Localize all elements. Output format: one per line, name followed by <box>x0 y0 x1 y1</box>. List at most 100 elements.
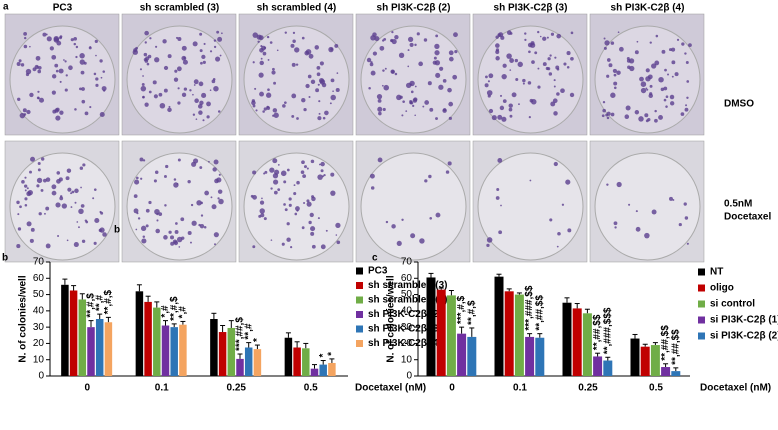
legend-swatch <box>356 311 363 318</box>
colony <box>135 176 139 180</box>
colony <box>78 226 80 229</box>
colony <box>257 40 260 43</box>
colony <box>187 179 191 184</box>
colony <box>644 113 649 118</box>
colony <box>635 226 641 232</box>
bar <box>244 347 253 376</box>
colony <box>610 41 615 45</box>
column-label: sh PI3K-C2β (2) <box>377 3 451 14</box>
colony <box>549 54 552 57</box>
colony <box>542 36 547 41</box>
colony <box>148 200 152 205</box>
colony <box>73 42 77 46</box>
colony <box>435 212 441 218</box>
bar <box>328 362 336 376</box>
colony <box>79 87 82 91</box>
bar <box>153 307 161 376</box>
colony <box>145 224 149 228</box>
colony <box>24 189 27 192</box>
colony <box>506 53 512 59</box>
colony <box>37 168 41 172</box>
colony <box>391 31 394 34</box>
colony <box>21 180 25 184</box>
colony <box>81 87 85 91</box>
colony <box>553 111 558 116</box>
colony <box>317 116 322 121</box>
colony <box>534 51 538 55</box>
colony <box>173 178 177 181</box>
colony <box>197 104 203 109</box>
colony <box>509 32 513 35</box>
colony <box>167 107 172 113</box>
colony <box>272 108 278 113</box>
colony <box>537 67 540 70</box>
colony <box>509 114 513 118</box>
colony <box>59 110 64 115</box>
colony <box>276 49 279 52</box>
colony <box>655 34 659 38</box>
colony <box>213 232 219 238</box>
colony <box>70 192 73 195</box>
colony <box>527 42 533 48</box>
colony <box>612 68 618 74</box>
colony <box>211 204 217 210</box>
colony <box>370 186 375 190</box>
colony <box>550 32 555 36</box>
colony <box>658 115 663 120</box>
colony <box>383 84 390 91</box>
colony <box>603 37 606 40</box>
colony <box>67 187 72 192</box>
colony <box>627 65 631 70</box>
colony <box>500 35 505 40</box>
colony <box>272 158 278 164</box>
colony <box>325 229 328 232</box>
bar <box>436 289 446 376</box>
colony <box>310 231 315 236</box>
colony <box>485 75 488 79</box>
x-axis-label: Docetaxel (nM) <box>355 383 426 394</box>
colony <box>648 93 653 99</box>
colony <box>132 49 138 55</box>
colony <box>486 243 490 248</box>
colony <box>500 204 502 207</box>
colony <box>495 35 499 39</box>
colony <box>36 177 43 184</box>
colony <box>79 59 85 65</box>
colony <box>553 79 556 82</box>
colony <box>256 34 262 40</box>
well <box>594 152 701 261</box>
colony <box>30 227 35 232</box>
well <box>243 25 350 134</box>
colony <box>213 39 217 42</box>
colony <box>495 196 500 200</box>
colony <box>149 37 152 40</box>
colony <box>218 173 221 176</box>
x-tick-label: 0.1 <box>513 383 527 394</box>
colony <box>294 212 298 216</box>
colony <box>295 206 300 211</box>
colony <box>647 118 651 122</box>
colony <box>80 186 82 189</box>
colony <box>495 56 500 61</box>
colony <box>660 87 665 92</box>
colony <box>183 56 186 60</box>
colony <box>170 241 175 246</box>
bar <box>236 358 244 376</box>
colony <box>182 59 188 65</box>
colony <box>26 221 32 227</box>
bar <box>671 371 681 376</box>
colony <box>634 110 640 115</box>
colony <box>193 79 199 85</box>
colony <box>252 104 256 108</box>
colony <box>273 190 278 195</box>
colony <box>685 104 688 107</box>
colony <box>606 74 610 78</box>
colony <box>102 232 107 237</box>
colony <box>645 76 651 82</box>
colony <box>606 58 611 62</box>
colony <box>613 221 618 226</box>
colony <box>19 205 22 209</box>
colony <box>671 75 674 78</box>
colony <box>148 90 152 94</box>
colony <box>683 202 687 206</box>
